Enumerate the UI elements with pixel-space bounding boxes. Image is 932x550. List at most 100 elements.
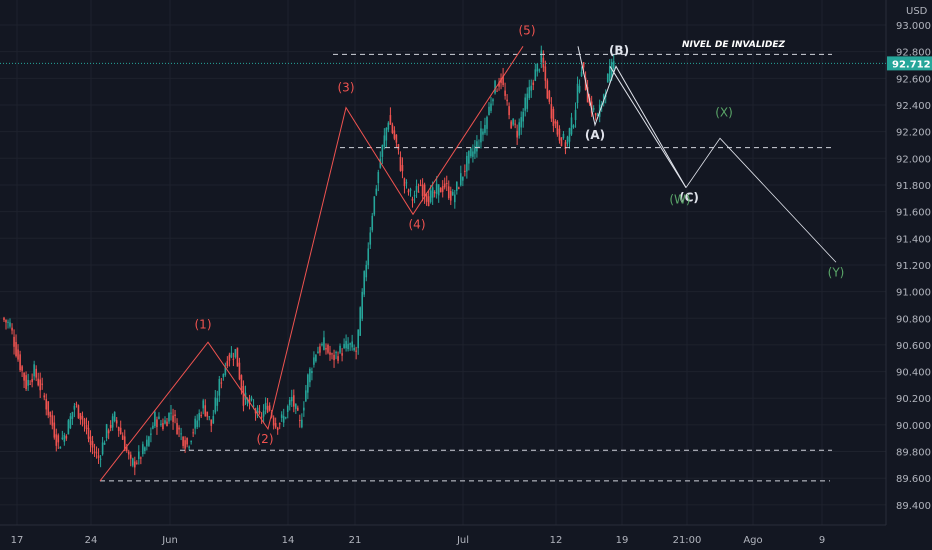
time-axis-bg xyxy=(0,525,932,550)
candle-body xyxy=(286,406,289,412)
candle-body xyxy=(552,108,555,126)
candle-body xyxy=(333,354,335,361)
candle-body xyxy=(156,419,158,428)
candle-body xyxy=(226,361,229,367)
candle-body xyxy=(454,194,456,203)
candle-body xyxy=(451,192,454,196)
candle-body xyxy=(37,378,39,386)
candle-body xyxy=(254,410,257,414)
candle-body xyxy=(89,436,92,445)
candle-body xyxy=(41,383,43,385)
price-axis[interactable]: 93.000 92.800 92.600 92.400 92.200 92.000 91.8… xyxy=(896,21,931,512)
candle-body xyxy=(494,80,496,94)
candle-body xyxy=(554,121,557,124)
candle-body xyxy=(506,99,508,102)
candle-body xyxy=(224,366,227,375)
candle-body xyxy=(186,438,188,445)
candle-body xyxy=(522,111,524,122)
candle-body xyxy=(246,398,249,404)
candle-body xyxy=(299,420,301,422)
candle-body xyxy=(389,115,392,125)
candle-body xyxy=(439,187,442,193)
price-tick: 92.200 xyxy=(896,128,931,139)
candle-body xyxy=(109,424,112,429)
candle-body xyxy=(172,415,174,422)
candle-body xyxy=(596,114,599,116)
candle-body xyxy=(138,451,140,459)
candle-body xyxy=(63,434,66,442)
candle-body xyxy=(59,446,62,449)
candle-body xyxy=(423,184,426,197)
candle-body xyxy=(43,395,46,398)
invalidation-note: NIVEL DE INVALIDEZ xyxy=(682,40,786,50)
candle-body xyxy=(592,107,595,110)
time-tick: 14 xyxy=(282,535,295,546)
candle-body xyxy=(520,117,522,128)
price-tick: 91.600 xyxy=(896,208,931,219)
candle-body xyxy=(534,69,537,81)
candle-body xyxy=(413,195,416,197)
candle-body xyxy=(125,446,128,451)
last-price-tag xyxy=(887,56,932,71)
candle-body xyxy=(266,405,269,413)
candle-body xyxy=(576,83,579,104)
candle-body xyxy=(268,405,271,411)
wave-label: (2) xyxy=(257,432,274,446)
candle-body xyxy=(115,420,118,424)
candle-body xyxy=(311,370,313,374)
candle-body xyxy=(309,368,311,383)
candle-body xyxy=(319,346,321,353)
candle-body xyxy=(303,407,305,411)
candle-body xyxy=(363,271,365,295)
candle-body xyxy=(230,352,233,358)
time-tick: 21:00 xyxy=(673,535,702,546)
candle-body xyxy=(19,354,21,371)
candle-body xyxy=(117,427,120,431)
candle-body xyxy=(79,413,82,420)
candle-body xyxy=(431,187,434,198)
time-axis[interactable]: 17 24 Jun 14 21 Jul 12 19 21:00 Ago 9 xyxy=(11,535,826,546)
candle-body xyxy=(5,319,7,323)
candle-body xyxy=(393,130,396,139)
candle-body xyxy=(158,416,160,419)
candle-body xyxy=(425,193,428,202)
candle-body xyxy=(437,184,440,196)
candle-body xyxy=(264,402,267,410)
candle-body xyxy=(508,106,510,116)
candle-body xyxy=(77,405,80,419)
candle-body xyxy=(288,399,291,406)
candle-body xyxy=(228,354,231,361)
candle-body xyxy=(200,414,202,417)
candle-body xyxy=(97,455,100,459)
candle-body xyxy=(136,462,138,464)
candle-body xyxy=(148,436,150,446)
price-tick: 91.000 xyxy=(896,288,931,299)
corrective-abc-line xyxy=(577,46,687,188)
candle-body xyxy=(242,386,245,406)
candle-body xyxy=(15,342,17,356)
candle-body xyxy=(447,186,450,199)
candle-body xyxy=(184,440,186,449)
candle-body xyxy=(395,134,398,143)
candle-body xyxy=(544,66,547,81)
candle-body xyxy=(17,349,19,360)
candle-body xyxy=(458,187,460,189)
candle-body xyxy=(323,337,325,350)
candle-body xyxy=(526,93,529,109)
candle-body xyxy=(349,343,351,345)
wave-label: (5) xyxy=(519,23,536,37)
candle-body xyxy=(31,378,33,383)
time-tick: Jun xyxy=(161,535,178,546)
candle-body xyxy=(164,420,166,424)
candle-body xyxy=(566,136,569,144)
price-tick: 89.800 xyxy=(896,448,931,459)
candle-body xyxy=(182,436,184,447)
candle-body xyxy=(240,375,243,391)
candle-body xyxy=(53,422,56,438)
candle-body xyxy=(474,146,476,154)
candle-body xyxy=(385,127,388,141)
wave-label: (1) xyxy=(195,317,212,331)
candle-body xyxy=(530,85,533,91)
candle-body xyxy=(355,350,357,352)
